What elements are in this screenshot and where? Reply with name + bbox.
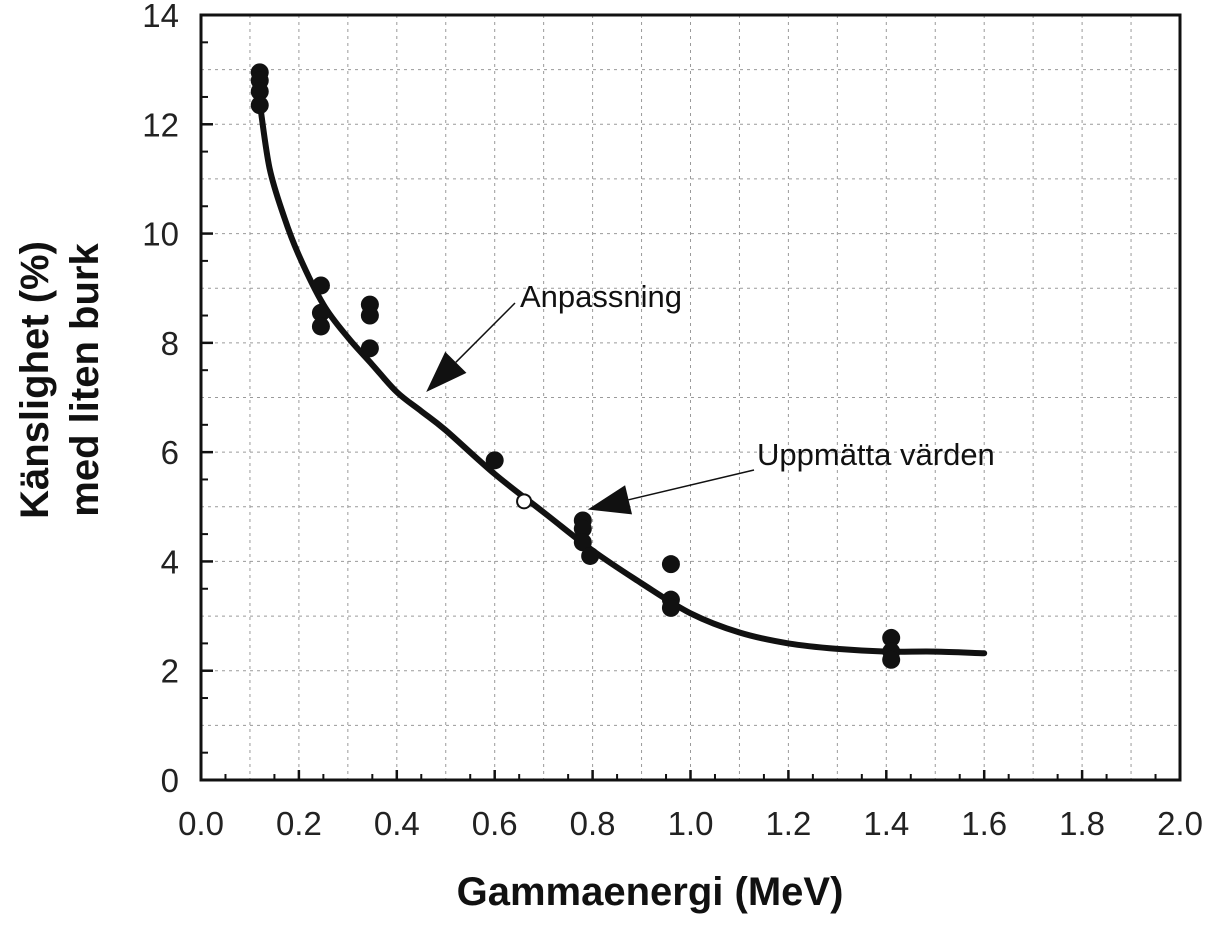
data-point [360,306,379,325]
annotation-arrow-shaft [455,302,516,363]
data-point [581,546,600,565]
x-tick-label: 0.8 [570,805,616,842]
x-tick-label: 1.2 [765,805,811,842]
x-tick-label: 0.4 [374,805,420,842]
data-point [882,650,901,669]
y-axis-title-line2: med liten burk [63,243,107,517]
x-tick-label: 0.2 [276,805,322,842]
measured-points [250,63,901,669]
y-tick-label: 4 [161,543,179,580]
data-point [661,598,680,617]
x-axis-title: Gammaenergi (MeV) [457,870,844,914]
data-point [485,451,504,470]
y-tick-label: 8 [161,325,179,362]
x-tick-label: 2.0 [1157,805,1203,842]
annotation-arrow-head [426,351,467,393]
y-tick-label: 12 [142,106,179,143]
data-point-open [516,493,533,510]
grid [201,15,1180,780]
data-point [882,628,901,647]
ticks: 0.0 0.2 0.4 0.6 0.8 1.0 1.2 1.4 1.6 1.8 2.0 0 2 4 6 8 10… [142,0,1203,842]
x-tick-label: 1.6 [961,805,1007,842]
y-tick-label: 10 [142,216,179,253]
data-point [311,303,330,322]
data-point [573,533,592,552]
fit-curve [256,99,988,657]
x-tick-label: 0.6 [472,805,518,842]
x-tick-label: 1.4 [863,805,909,842]
data-point [250,82,269,101]
x-tick-label: 1.8 [1059,805,1105,842]
y-axis-title-line1: Känslighet (%) [13,241,57,519]
data-point [311,317,330,336]
annotation-label: Anpassning [520,279,682,314]
y-tick-label: 14 [142,0,179,34]
annotation-label: Uppmätta värden [757,437,995,472]
data-point [661,555,680,574]
annotations: Anpassning Uppmätta värden [426,279,995,515]
x-tick-label: 0.0 [178,805,224,842]
annotation-arrow-shaft [628,469,755,501]
fit-line [256,99,988,657]
data-point [250,96,269,115]
data-point [573,519,592,538]
x-tick-label: 1.0 [668,805,714,842]
data-point [360,339,379,358]
annotation-arrow-head [587,485,633,515]
data-point [311,276,330,295]
y-tick-label: 0 [161,762,179,799]
y-tick-label: 2 [161,653,179,690]
y-tick-label: 6 [161,434,179,471]
